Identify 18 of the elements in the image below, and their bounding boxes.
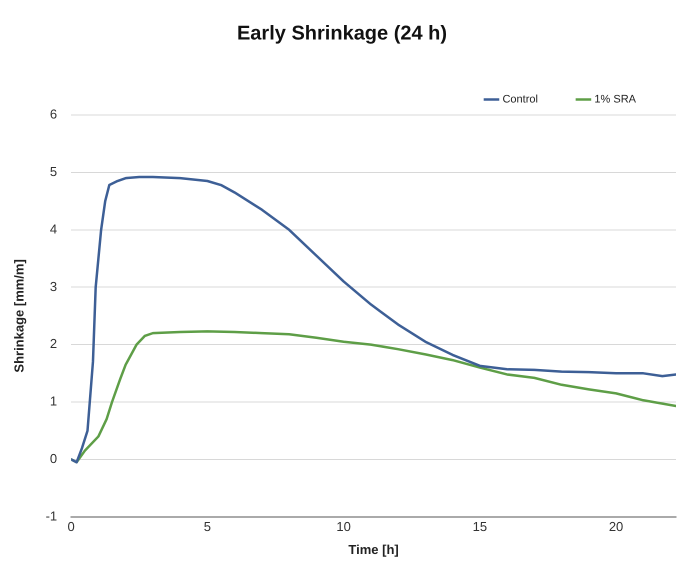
y-tick-label: 3 [50, 278, 58, 294]
y-tick-label: -1 [46, 508, 58, 524]
y-tick-label: 6 [50, 106, 58, 122]
y-tick-label: 5 [50, 164, 58, 179]
y-tick-label: 1 [50, 394, 58, 409]
x-axis-title: Time [h] [348, 542, 399, 557]
y-tick-label: 0 [50, 450, 58, 466]
x-tick-label: 20 [608, 519, 624, 534]
x-tick-label: 15 [472, 519, 488, 534]
chart-title: Early Shrinkage (24 h) [236, 22, 448, 45]
x-tick-label: 0 [68, 519, 75, 534]
legend-label: 1% SRA [594, 94, 637, 106]
legend-label: Control [502, 94, 538, 106]
y-tick-label: 2 [50, 336, 58, 352]
x-tick-label: 5 [204, 519, 211, 534]
y-axis-title: Shrinkage [mm/m] [11, 259, 26, 373]
y-tick-label: 4 [50, 221, 58, 236]
x-tick-label: 10 [336, 519, 351, 534]
